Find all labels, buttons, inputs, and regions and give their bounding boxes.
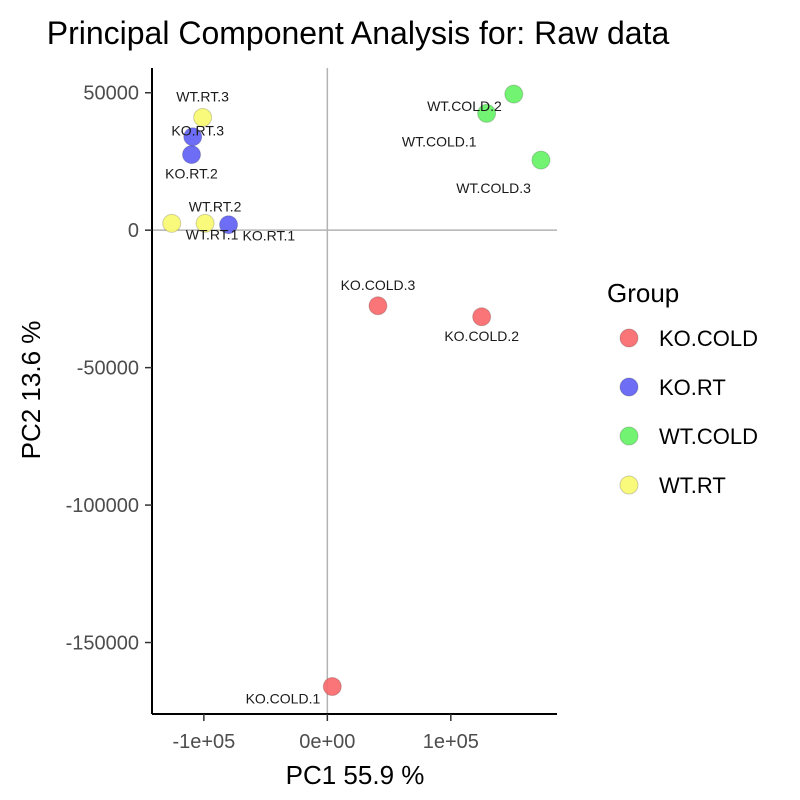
- point-label-wt-rt-3: WT.RT.3: [176, 88, 229, 104]
- point-wt-rt-3: [193, 107, 213, 127]
- point-wt-cold-1: [477, 103, 497, 123]
- legend-key-ko-rt: [619, 377, 639, 397]
- x-tick-label: 1e+05: [423, 731, 479, 753]
- point-label-ko-rt-1: KO.RT.1: [243, 228, 296, 244]
- point-label-wt-rt-1: WT.RT.1: [186, 226, 239, 242]
- point-labels: KO.COLD.1 KO.COLD.2 KO.COLD.3 KO.RT.1 KO.RT.…: [165, 88, 531, 706]
- legend-key-wt-rt: [619, 475, 639, 495]
- y-tick-label: 50000: [83, 83, 139, 105]
- point-ko-rt-2: [182, 145, 202, 165]
- point-label-ko-cold-3: KO.COLD.3: [341, 277, 416, 293]
- legend: Group KO.COLD KO.RT WT.COLD WT.RT: [607, 278, 758, 498]
- legend-key-ko-cold: [619, 328, 639, 348]
- point-wt-rt-2: [195, 213, 215, 233]
- point-label-wt-cold-2: WT.COLD.2: [427, 98, 502, 114]
- legend-title: Group: [607, 278, 679, 308]
- point-ko-cold-3: [368, 296, 388, 316]
- point-wt-cold-3: [531, 150, 551, 170]
- point-label-wt-cold-3: WT.COLD.3: [456, 180, 531, 196]
- y-axis-ticks: 50000 0 -50000 -100000 -150000: [66, 83, 152, 655]
- y-tick-label: -100000: [66, 495, 139, 517]
- point-ko-cold-2: [472, 307, 492, 327]
- point-ko-rt-1: [219, 215, 239, 235]
- point-label-wt-cold-1: WT.COLD.1: [402, 133, 477, 149]
- point-ko-rt-3: [183, 127, 203, 147]
- point-wt-rt-1: [162, 213, 182, 233]
- x-axis-ticks: -1e+05 0e+00 1e+05: [172, 714, 479, 753]
- point-label-ko-rt-3: KO.RT.3: [171, 123, 224, 139]
- point-label-ko-rt-2: KO.RT.2: [165, 166, 218, 182]
- legend-label-ko-cold: KO.COLD: [659, 326, 758, 351]
- legend-key-wt-cold: [619, 426, 639, 446]
- point-label-wt-rt-2: WT.RT.2: [189, 198, 242, 214]
- legend-label-wt-cold: WT.COLD: [659, 424, 758, 449]
- y-axis-title: PC2 13.6 %: [16, 321, 46, 460]
- point-label-ko-cold-1: KO.COLD.1: [246, 691, 321, 707]
- data-points: [162, 84, 551, 697]
- x-tick-label: 0e+00: [299, 731, 355, 753]
- y-tick-label: 0: [128, 220, 139, 242]
- point-label-ko-cold-2: KO.COLD.2: [444, 328, 519, 344]
- legend-label-wt-rt: WT.RT: [659, 473, 726, 498]
- x-axis-title: PC1 55.9 %: [286, 760, 425, 790]
- reference-lines: [152, 68, 557, 714]
- legend-label-ko-rt: KO.RT: [659, 375, 726, 400]
- axes: [151, 68, 557, 715]
- point-ko-cold-1: [322, 677, 342, 697]
- x-tick-label: -1e+05: [172, 731, 235, 753]
- y-tick-label: -150000: [66, 633, 139, 655]
- point-wt-cold-2: [504, 84, 524, 104]
- plot-area: -1e+05 0e+00 1e+05 50000 0 -50000 -100000 -150…: [66, 68, 557, 753]
- y-tick-label: -50000: [77, 358, 139, 380]
- chart-title: Principal Component Analysis for: Raw da…: [47, 15, 670, 51]
